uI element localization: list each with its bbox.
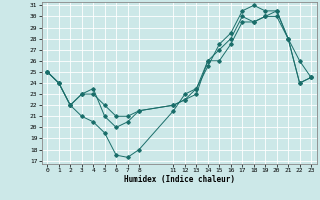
X-axis label: Humidex (Indice chaleur): Humidex (Indice chaleur) [124,175,235,184]
